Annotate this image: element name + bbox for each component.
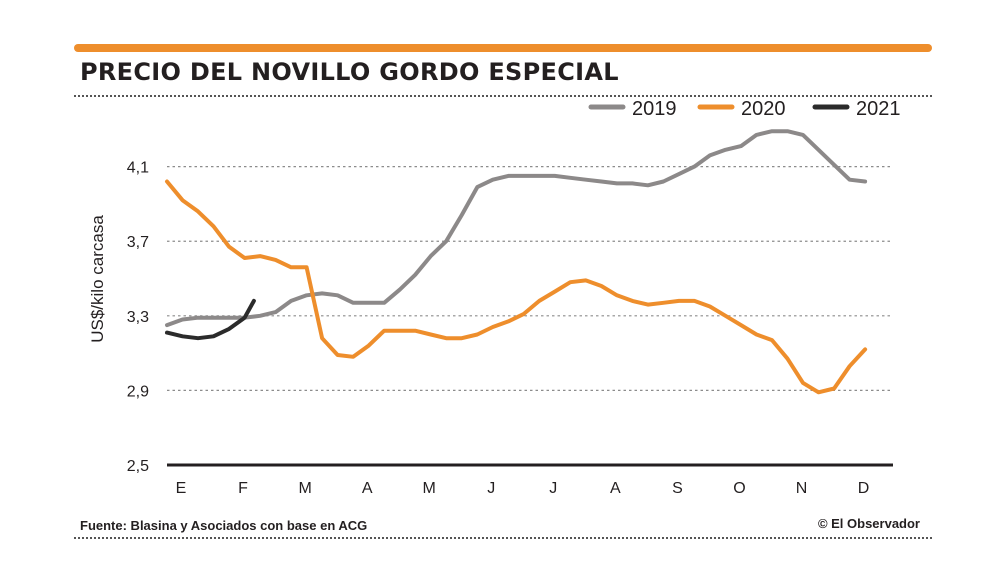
x-tick-label: A	[362, 480, 373, 497]
x-tick-label: M	[298, 480, 311, 497]
legend-label-2019: 2019	[632, 98, 677, 120]
chart-title: PRECIO DEL NOVILLO GORDO ESPECIAL	[80, 58, 619, 86]
x-tick-label: A	[610, 480, 621, 497]
legend-label-2020: 2020	[741, 98, 786, 120]
x-tick-label: E	[176, 480, 187, 497]
x-tick-label: M	[423, 480, 436, 497]
credit-note: © El Observador	[817, 516, 920, 531]
x-tick-label: D	[858, 480, 870, 497]
source-note: Fuente: Blasina y Asociados con base en …	[80, 518, 368, 533]
y-tick-label: 3,3	[127, 309, 149, 326]
x-tick-label: F	[238, 480, 248, 497]
x-tick-label: N	[796, 480, 808, 497]
legend-label-2021: 2021	[856, 98, 901, 120]
series-line-2019	[165, 129, 868, 328]
y-axis-label: US$/kilo carcasa	[88, 215, 107, 343]
title-divider	[74, 95, 932, 97]
series-line-2020	[165, 179, 868, 395]
accent-bar	[74, 44, 932, 52]
y-tick-label: 2,9	[127, 383, 149, 400]
y-tick-label: 4,1	[127, 160, 149, 177]
x-tick-label: J	[487, 480, 495, 497]
y-tick-label: 3,7	[127, 234, 149, 251]
x-tick-label: O	[733, 480, 745, 497]
series-line-2021	[165, 298, 256, 341]
x-tick-label: S	[672, 480, 683, 497]
x-tick-label: J	[549, 480, 557, 497]
y-tick-label: 2,5	[127, 458, 149, 475]
footer-divider	[74, 537, 932, 539]
